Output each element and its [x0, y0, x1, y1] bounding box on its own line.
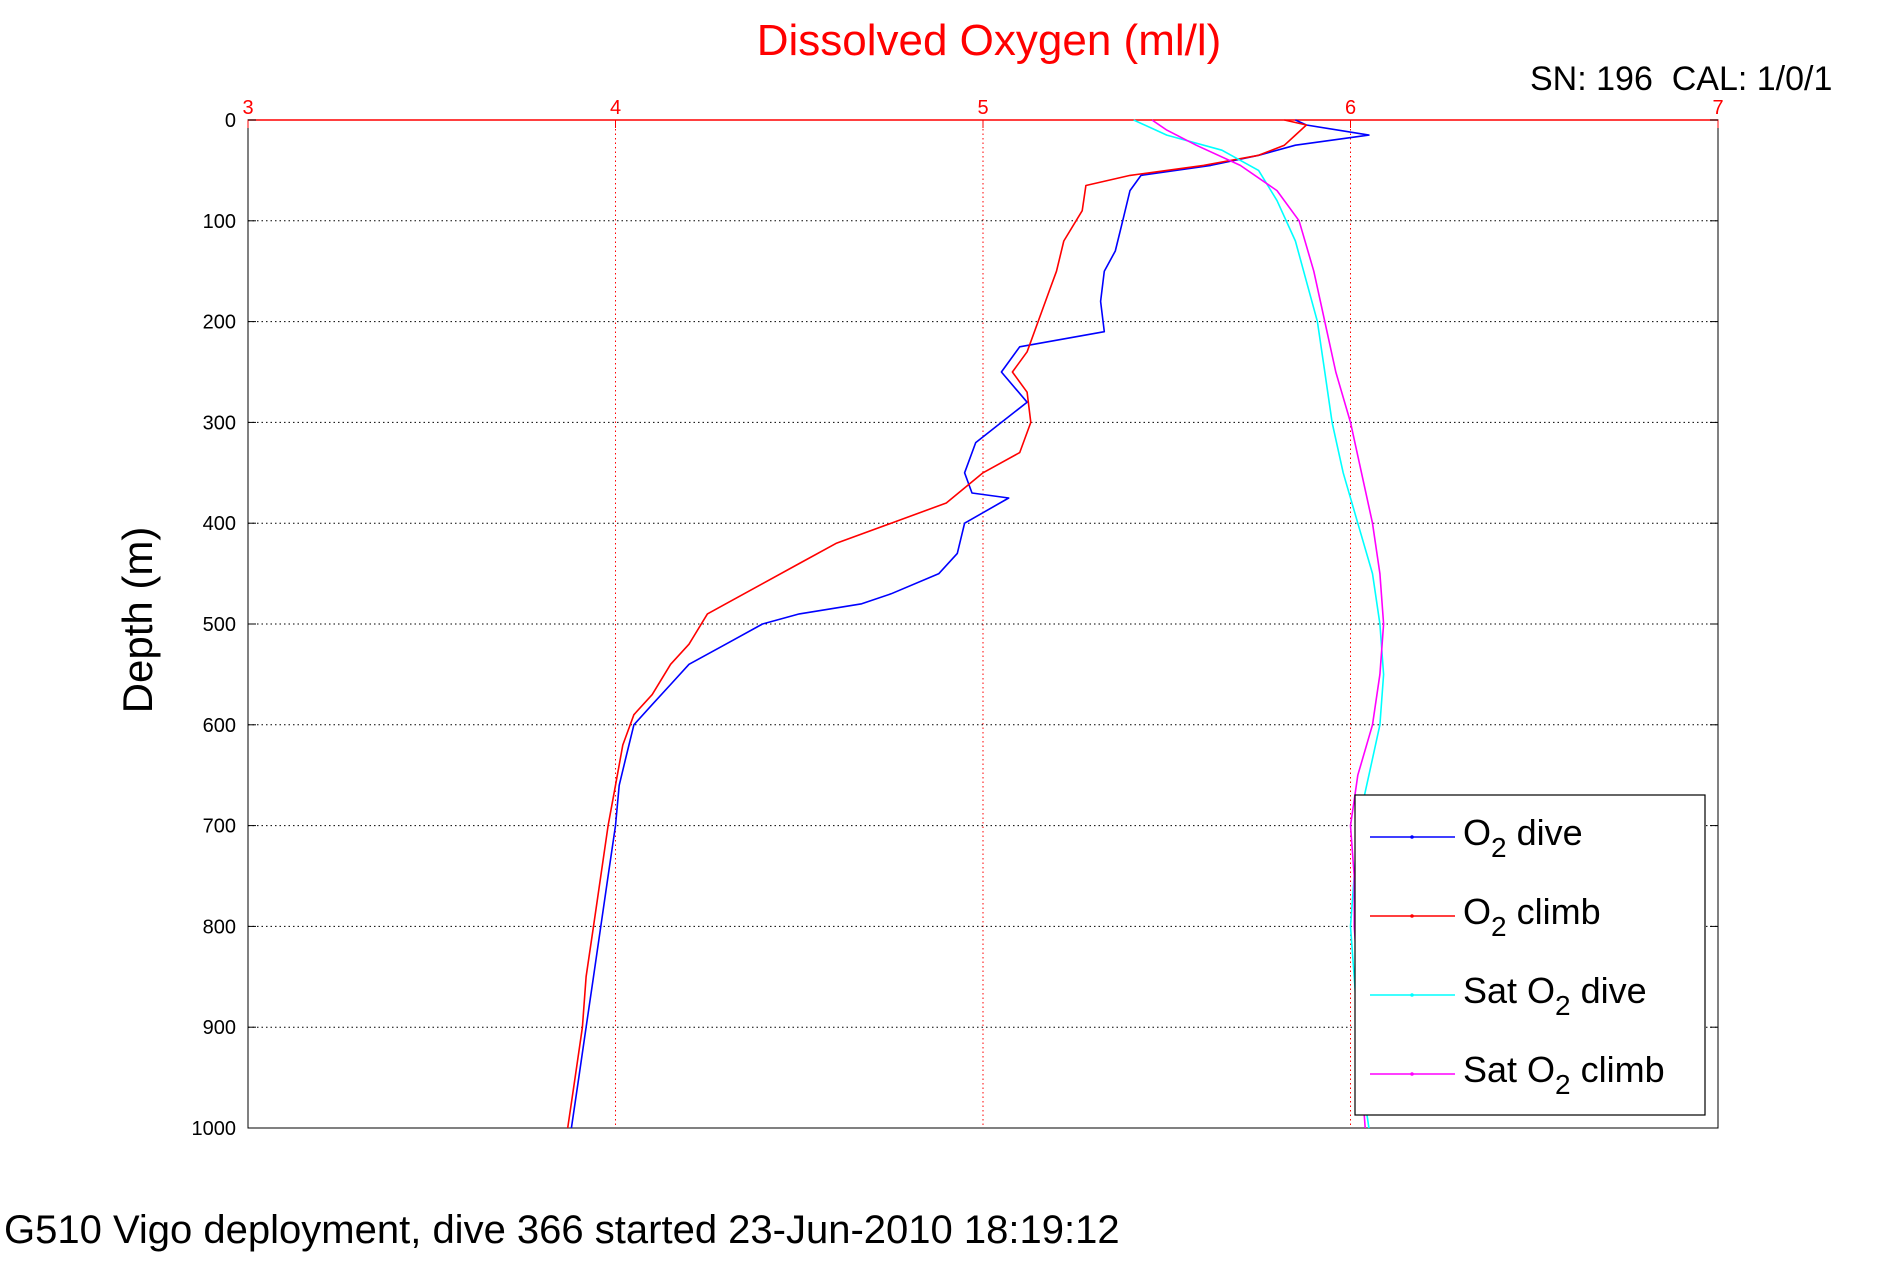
y-tick-label: 700 — [203, 816, 236, 838]
y-tick-label: 500 — [203, 614, 236, 636]
x-tick-label: 3 — [242, 97, 253, 119]
legend-item: Sat O2 climb — [1370, 1049, 1665, 1100]
y-tick-label: 600 — [203, 715, 236, 737]
legend-item: O2 climb — [1370, 891, 1601, 942]
series-line-o2-climb — [566, 119, 1308, 1129]
x-tick-label: 6 — [1345, 97, 1356, 119]
legend-box — [1354, 794, 1706, 1116]
y-axis-label: Depth (m) — [114, 527, 161, 714]
legend-label: O2 climb — [1463, 891, 1601, 942]
legend-label: Sat O2 climb — [1463, 1049, 1665, 1100]
legend-label: O2 dive — [1463, 812, 1583, 863]
legend-item: Sat O2 dive — [1370, 970, 1647, 1021]
y-tick-label: 900 — [203, 1017, 236, 1039]
y-tick-label: 800 — [203, 916, 236, 938]
chart-title: Dissolved Oxygen (ml/l) — [757, 16, 1222, 65]
legend-marker — [1410, 1072, 1414, 1076]
footer-caption: G510 Vigo deployment, dive 366 started 2… — [4, 1208, 1120, 1252]
y-tick-label: 400 — [203, 513, 236, 535]
series-line-sat-o2-climb — [1151, 119, 1385, 1129]
y-tick-label: 1000 — [192, 1118, 237, 1140]
y-tick-label: 100 — [203, 211, 236, 233]
legend-marker — [1410, 993, 1414, 997]
y-tick-label: 300 — [203, 412, 236, 434]
series-line-sat-o2-dive — [1133, 119, 1385, 1129]
legend-marker — [1410, 835, 1414, 839]
legend-item: O2 dive — [1370, 812, 1583, 863]
x-tick-label: 4 — [610, 97, 621, 119]
x-tick-label: 5 — [977, 97, 988, 119]
x-tick-label: 7 — [1712, 97, 1723, 119]
y-tick-label: 0 — [225, 110, 236, 132]
legend-label: Sat O2 dive — [1463, 970, 1647, 1021]
chart-subtitle-right: SN: 196 CAL: 1/0/1 — [1530, 60, 1832, 98]
series-line-o2-dive — [570, 119, 1370, 1129]
y-tick-label: 200 — [203, 312, 236, 334]
legend-marker — [1410, 914, 1414, 918]
